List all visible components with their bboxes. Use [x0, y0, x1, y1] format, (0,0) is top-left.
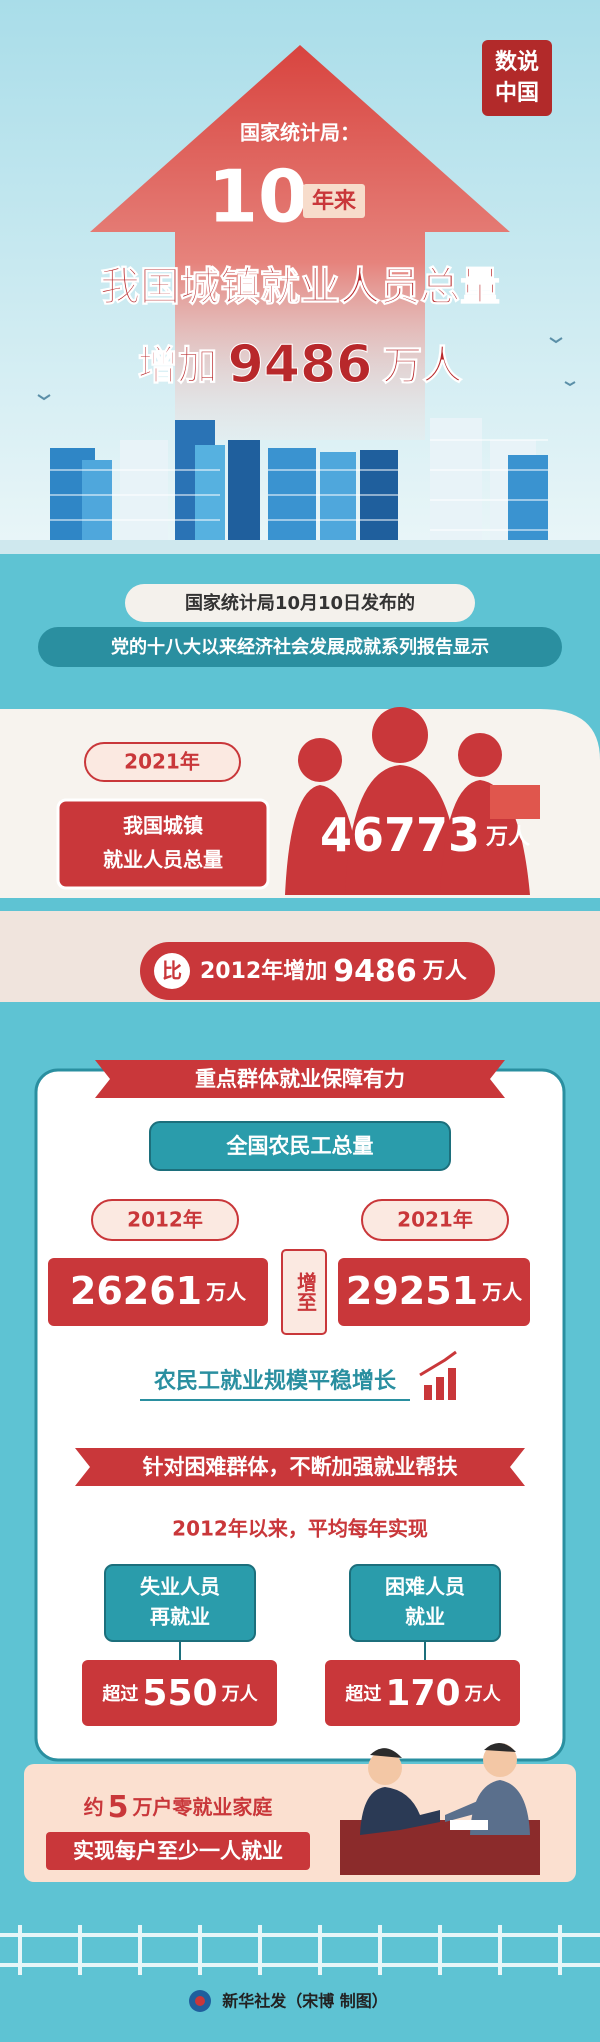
- card: [34, 1068, 566, 1762]
- increase-unit: 万人: [382, 343, 462, 389]
- suffix: 万户零就业家庭: [131, 1795, 272, 1819]
- intro-line: 党的十八大以来经济社会发展成就系列报告显示: [111, 636, 489, 658]
- value: 26261: [70, 1269, 202, 1313]
- growth-icon: [419, 1350, 457, 1400]
- title-box: [149, 1121, 451, 1171]
- comparison-pill: [140, 942, 495, 1000]
- unit: 万人: [205, 1280, 247, 1304]
- household-line: 实现每户至少一人就业: [73, 1839, 283, 1863]
- unit: 万人: [481, 1280, 523, 1304]
- value-box: [338, 1258, 530, 1326]
- prefix: 超过: [102, 1683, 138, 1705]
- group-label: 困难人员: [385, 1575, 465, 1599]
- stamp: [482, 40, 552, 116]
- intro-pill: [38, 627, 562, 667]
- handshake-illustration: [340, 1742, 540, 1875]
- connector-box: [281, 1249, 327, 1335]
- year-pill: [91, 1199, 239, 1241]
- group-label: 再就业: [150, 1605, 210, 1629]
- group-label: 失业人员: [140, 1575, 220, 1599]
- increase-value: 9486: [228, 335, 373, 395]
- badge: [154, 953, 190, 989]
- fence: [0, 1925, 600, 1975]
- year: 2021年: [124, 750, 200, 774]
- source: 国家统计局：: [240, 121, 360, 145]
- group-value: 超过 550 万人: [102, 1673, 258, 1714]
- value: 29251: [346, 1269, 478, 1313]
- headline-increase: 增加 9486 万人: [138, 335, 463, 395]
- text: 2012年增加: [200, 958, 327, 984]
- ribbon: [95, 1060, 505, 1098]
- group-label: 就业: [405, 1605, 445, 1629]
- note: 农民工就业规模平稳增长: [153, 1368, 397, 1394]
- connector: 增至: [294, 1271, 318, 1312]
- value-text: 29251 万人: [346, 1269, 523, 1313]
- ribbon: [75, 1448, 525, 1486]
- badge: [303, 184, 365, 218]
- years-unit: 年来: [312, 188, 357, 214]
- credit: 新华社发（宋博 制图）: [222, 1992, 388, 2011]
- value-box: [82, 1660, 277, 1726]
- total-value: 46773 万人: [320, 808, 530, 862]
- label: 就业人员总量: [103, 848, 223, 872]
- value: 5: [108, 1790, 129, 1825]
- unit: 万人: [221, 1684, 259, 1705]
- intro-pill: [125, 584, 475, 622]
- label-box: [56, 798, 270, 890]
- prefix: 比: [162, 959, 182, 983]
- prefix: 约: [84, 1795, 104, 1819]
- value: 550: [142, 1673, 217, 1714]
- year-pill: [84, 742, 241, 782]
- unit: 万人: [422, 959, 467, 984]
- birds: [37, 337, 576, 401]
- headline: 我国城镇就业人员总量: [100, 264, 500, 310]
- value: 46773: [320, 808, 480, 862]
- arrow: [90, 45, 510, 440]
- group-value: 超过 170 万人: [345, 1673, 501, 1714]
- increase-prefix: 增加: [138, 343, 218, 389]
- year: 2012年: [127, 1208, 203, 1232]
- stamp-text: 数说: [495, 49, 539, 75]
- intro-line: 国家统计局10月10日发布的: [185, 592, 415, 614]
- label: 我国城镇: [123, 814, 203, 838]
- prefix: 超过: [345, 1683, 381, 1705]
- year-pill: [361, 1199, 509, 1241]
- value-box: [325, 1660, 520, 1726]
- logo: [195, 1996, 205, 2006]
- ribbon-text: 针对困难群体，不断加强就业帮扶: [143, 1455, 458, 1479]
- unit: 万人: [464, 1684, 502, 1705]
- title: 全国农民工总量: [226, 1134, 374, 1158]
- value: 9486: [333, 954, 417, 989]
- skyline: [0, 418, 600, 554]
- years: 10: [208, 155, 308, 239]
- stamp-text: 中国: [495, 81, 539, 106]
- value: 170: [385, 1673, 460, 1714]
- value-text: 26261 万人: [70, 1269, 247, 1313]
- ribbon-text: 重点群体就业保障有力: [195, 1067, 405, 1091]
- unit: 万人: [485, 825, 530, 850]
- since: 2012年以来，平均每年实现: [172, 1517, 428, 1541]
- comparison-text: 2012年增加 9486 万人: [200, 954, 467, 989]
- silhouettes: [285, 707, 540, 895]
- value-box: [48, 1258, 268, 1326]
- year: 2021年: [397, 1208, 473, 1232]
- household-line: 约 5 万户零就业家庭: [84, 1790, 273, 1825]
- household-box: [46, 1832, 310, 1870]
